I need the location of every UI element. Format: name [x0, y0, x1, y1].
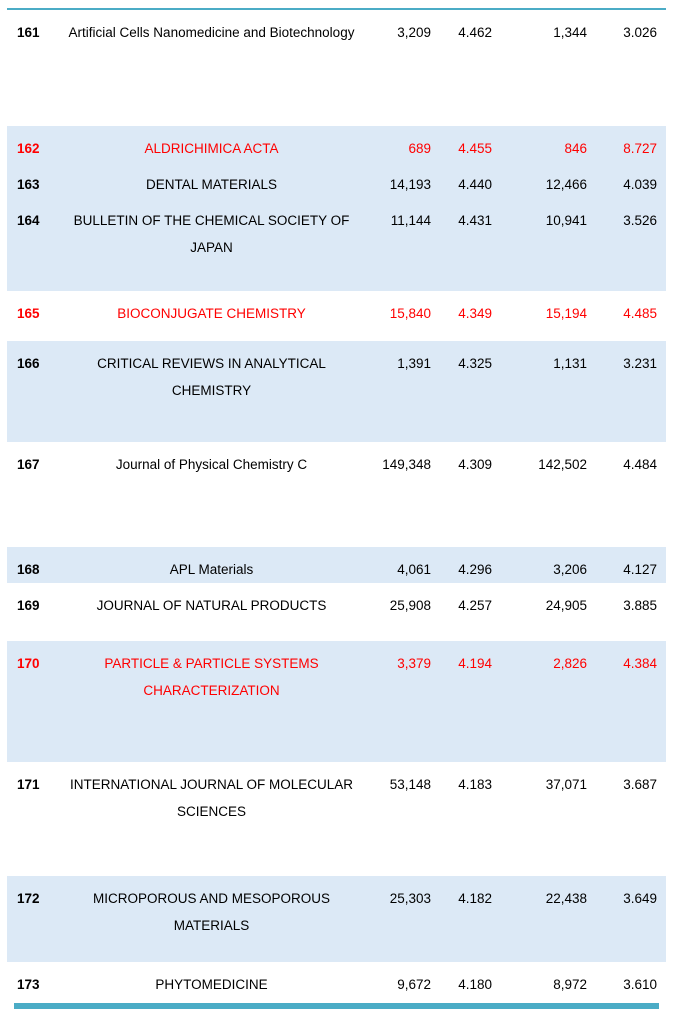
impact-factor-cell: 4.462 [458, 25, 492, 40]
rank-cell: 171 [17, 777, 40, 792]
table-row[interactable]: 169 JOURNAL OF NATURAL PRODUCTS 25,908 4… [7, 583, 666, 641]
rank-cell: 164 [17, 213, 40, 228]
impact-factor-cell: 4.296 [458, 562, 492, 577]
journal-name-cell: CRITICAL REVIEWS IN ANALYTICAL CHEMISTRY [97, 356, 326, 398]
table-bottom-border [14, 1003, 659, 1009]
rank-cell: 161 [17, 25, 40, 40]
journal-name-cell: DENTAL MATERIALS [145, 177, 278, 192]
cites-secondary-cell: 1,131 [553, 356, 587, 371]
total-cites-cell: 15,840 [389, 306, 431, 321]
cites-secondary-cell: 1,344 [553, 25, 587, 40]
impact-factor-cell: 4.180 [458, 977, 492, 992]
journal-name-cell: Artificial Cells Nanomedicine and Biotec… [68, 25, 355, 40]
journal-name-cell: Journal of Physical Chemistry C [115, 457, 308, 472]
factor-secondary-cell: 4.384 [623, 656, 657, 671]
table-row[interactable]: 173 PHYTOMEDICINE 9,672 4.180 8,972 3.61… [7, 962, 666, 1003]
impact-factor-cell: 4.431 [458, 213, 492, 228]
cites-secondary-cell: 2,826 [553, 656, 587, 671]
journal-name-cell: INTERNATIONAL JOURNAL OF MOLECULAR SCIEN… [69, 777, 354, 819]
impact-factor-cell: 4.440 [458, 177, 492, 192]
impact-factor-cell: 4.183 [458, 777, 492, 792]
factor-secondary-cell: 4.485 [623, 306, 657, 321]
impact-factor-cell: 4.257 [458, 598, 492, 613]
journal-name-cell: ALDRICHIMICA ACTA [144, 141, 279, 156]
impact-factor-cell: 4.182 [458, 891, 492, 906]
journal-name-cell: APL Materials [169, 562, 254, 577]
rank-cell: 173 [17, 977, 40, 992]
rank-cell: 166 [17, 356, 40, 371]
factor-secondary-cell: 3.885 [623, 598, 657, 613]
table-row[interactable]: 165 BIOCONJUGATE CHEMISTRY 15,840 4.349 … [7, 291, 666, 341]
cites-secondary-cell: 24,905 [545, 598, 587, 613]
rank-cell: 172 [17, 891, 40, 906]
cites-secondary-cell: 10,941 [545, 213, 587, 228]
cites-secondary-cell: 846 [564, 141, 587, 156]
factor-secondary-cell: 3.649 [623, 891, 657, 906]
total-cites-cell: 25,908 [389, 598, 431, 613]
factor-secondary-cell: 4.039 [623, 177, 657, 192]
factor-secondary-cell: 3.231 [623, 356, 657, 371]
rank-cell: 169 [17, 598, 40, 613]
journal-table: 161 Artificial Cells Nanomedicine and Bi… [7, 8, 666, 1009]
total-cites-cell: 1,391 [397, 356, 431, 371]
table-row[interactable]: 170 PARTICLE & PARTICLE SYSTEMS CHARACTE… [7, 641, 666, 762]
table-row[interactable]: 161 Artificial Cells Nanomedicine and Bi… [7, 10, 666, 126]
total-cites-cell: 689 [408, 141, 431, 156]
total-cites-cell: 53,148 [389, 777, 431, 792]
factor-secondary-cell: 3.526 [623, 213, 657, 228]
journal-name-cell: JOURNAL OF NATURAL PRODUCTS [96, 598, 327, 613]
impact-factor-cell: 4.455 [458, 141, 492, 156]
journal-table-body: 161 Artificial Cells Nanomedicine and Bi… [7, 10, 666, 1003]
rank-cell: 165 [17, 306, 40, 321]
factor-secondary-cell: 4.127 [623, 562, 657, 577]
rank-cell: 163 [17, 177, 40, 192]
total-cites-cell: 25,303 [389, 891, 431, 906]
table-row[interactable]: 171 INTERNATIONAL JOURNAL OF MOLECULAR S… [7, 762, 666, 876]
impact-factor-cell: 4.349 [458, 306, 492, 321]
impact-factor-cell: 4.194 [458, 656, 492, 671]
cites-secondary-cell: 8,972 [553, 977, 587, 992]
cites-secondary-cell: 12,466 [545, 177, 587, 192]
cites-secondary-cell: 22,438 [545, 891, 587, 906]
rank-cell: 167 [17, 457, 40, 472]
factor-secondary-cell: 4.484 [623, 457, 657, 472]
total-cites-cell: 11,144 [390, 213, 431, 228]
journal-name-cell: PARTICLE & PARTICLE SYSTEMS CHARACTERIZA… [104, 656, 319, 698]
impact-factor-cell: 4.325 [458, 356, 492, 371]
total-cites-cell: 3,379 [397, 656, 431, 671]
cites-secondary-cell: 3,206 [553, 562, 587, 577]
factor-secondary-cell: 8.727 [623, 141, 657, 156]
factor-secondary-cell: 3.687 [623, 777, 657, 792]
journal-name-cell: MICROPOROUS AND MESOPOROUS MATERIALS [92, 891, 331, 933]
total-cites-cell: 3,209 [397, 25, 431, 40]
factor-secondary-cell: 3.026 [623, 25, 657, 40]
table-row[interactable]: 172 MICROPOROUS AND MESOPOROUS MATERIALS… [7, 876, 666, 962]
rank-cell: 168 [17, 562, 40, 577]
impact-factor-cell: 4.309 [458, 457, 492, 472]
cites-secondary-cell: 37,071 [545, 777, 587, 792]
rank-cell: 170 [17, 656, 40, 671]
table-row[interactable]: 166 CRITICAL REVIEWS IN ANALYTICAL CHEMI… [7, 341, 666, 442]
total-cites-cell: 4,061 [397, 562, 431, 577]
journal-name-cell: BULLETIN OF THE CHEMICAL SOCIETY OF JAPA… [73, 213, 350, 255]
table-row[interactable]: 168 APL Materials 4,061 4.296 3,206 4.12… [7, 547, 666, 583]
journal-name-cell: PHYTOMEDICINE [155, 977, 268, 992]
table-row[interactable]: 167 Journal of Physical Chemistry C 149,… [7, 442, 666, 547]
table-row[interactable]: 162 ALDRICHIMICA ACTA 689 4.455 846 8.72… [7, 126, 666, 162]
table-row[interactable]: 163 DENTAL MATERIALS 14,193 4.440 12,466… [7, 162, 666, 198]
total-cites-cell: 14,193 [389, 177, 431, 192]
rank-cell: 162 [17, 141, 40, 156]
table-row[interactable]: 164 BULLETIN OF THE CHEMICAL SOCIETY OF … [7, 198, 666, 291]
cites-secondary-cell: 15,194 [545, 306, 587, 321]
factor-secondary-cell: 3.610 [623, 977, 657, 992]
cites-secondary-cell: 142,502 [538, 457, 587, 472]
total-cites-cell: 149,348 [382, 457, 431, 472]
journal-name-cell: BIOCONJUGATE CHEMISTRY [117, 306, 306, 321]
total-cites-cell: 9,672 [397, 977, 431, 992]
